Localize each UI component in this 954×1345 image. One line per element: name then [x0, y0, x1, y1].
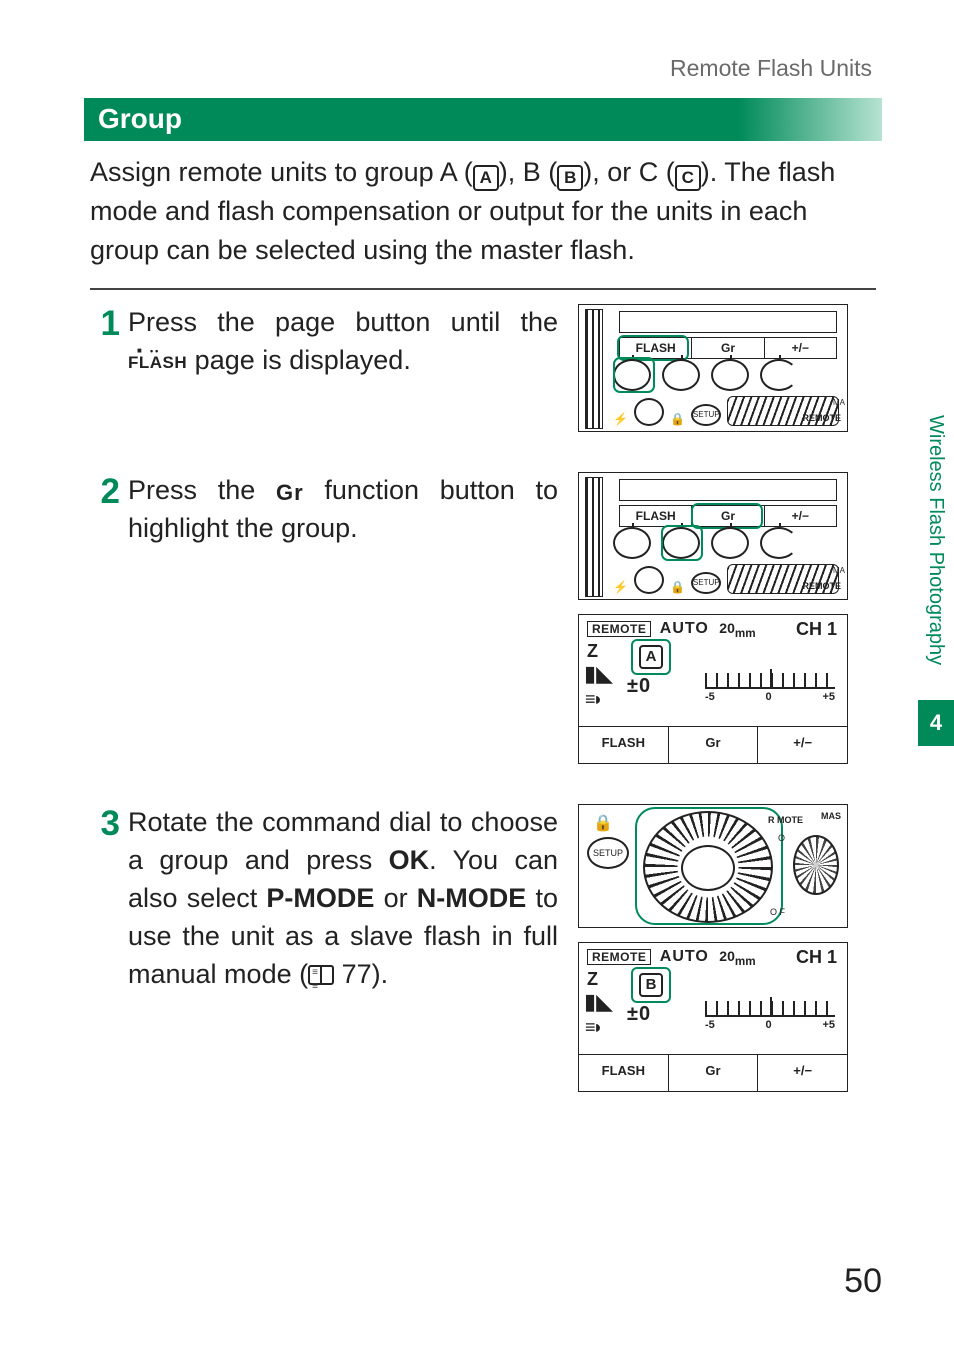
figure-buttons-1: FLASH Gr +/− ⚡ 🔒 — [578, 304, 848, 432]
lcd-channel: CH 1 — [796, 947, 837, 968]
step-number: 2 — [88, 472, 120, 509]
intro-text: Assign remote units to group A ( — [90, 157, 473, 187]
lcd-auto-label: AUTO — [660, 948, 709, 965]
pmode-label: P-MODE — [266, 883, 374, 913]
remote-label: REMOTE — [802, 581, 841, 591]
text: Press the page button until the — [128, 307, 558, 337]
figure-dial: 🔒 SETUP R MOTE MAS O O F — [578, 804, 848, 928]
text: or — [374, 883, 416, 913]
figure-lcd-a: REMOTE AUTO 20mm CH 1 Z ▮◣ ≡◗ A ±0 -50+5 — [578, 614, 848, 764]
signal-icon: ≡◗ — [585, 689, 600, 710]
off-label: O F — [770, 907, 785, 917]
lcd-remote-label: REMOTE — [587, 621, 651, 637]
lcd-z-label: Z — [587, 969, 598, 990]
setup-icon: SETUP — [587, 837, 629, 869]
bolt-icon: ▮◣ — [584, 989, 613, 1015]
intro-paragraph: Assign remote units to group A (A), B (B… — [90, 153, 876, 270]
chapter-number: 4 — [918, 700, 954, 746]
text: page is displayed. — [187, 345, 411, 375]
breadcrumb: Remote Flash Units — [84, 55, 882, 82]
lock-icon: 🔒 — [593, 813, 613, 833]
remote-label: REMOTE — [802, 413, 841, 423]
lcd-tab-gr: Gr — [669, 1055, 759, 1091]
bolt-icon: ⚡ — [613, 580, 628, 594]
page-number: 50 — [844, 1262, 882, 1301]
step-text: Rotate the command dial to choose a grou… — [128, 804, 558, 993]
group-a-icon: A — [473, 165, 499, 191]
lcd-tab-flash: FLASH — [579, 1055, 669, 1091]
ok-label: OK — [389, 845, 430, 875]
gr-icon: Gr — [276, 478, 304, 509]
bolt-icon: ▮◣ — [584, 661, 613, 687]
signal-icon: ≡◗ — [585, 1017, 600, 1038]
tab-ev: +/− — [765, 506, 836, 526]
lcd-auto-label: AUTO — [660, 620, 709, 637]
master-label: MAS — [821, 811, 841, 821]
flash-icon: FLASH — [128, 351, 187, 375]
lcd-zoom-label: 20mm — [719, 948, 755, 964]
text: Press the — [128, 475, 276, 505]
intro-text: ), B ( — [499, 157, 558, 187]
ma-label: MA — [833, 566, 845, 575]
figure-lcd-b: REMOTE AUTO 20mm CH 1 Z ▮◣ ≡◗ B ±0 -50+5 — [578, 942, 848, 1092]
ma-label: MA — [833, 398, 845, 407]
power-switch-icon — [793, 835, 839, 895]
bolt-icon: ⚡ — [613, 412, 628, 426]
lcd-channel: CH 1 — [796, 619, 837, 640]
side-label: Wireless Flash Photography — [918, 380, 954, 700]
setup-icon: SETUP — [691, 572, 721, 594]
lcd-scale: -50+5 — [705, 673, 835, 707]
step-2: 2 Press the Gr function button to highli… — [88, 472, 878, 778]
page-ref-icon — [308, 965, 334, 985]
step-text: Press the page button until the FLASH pa… — [128, 304, 558, 380]
section-heading: Group — [84, 98, 882, 141]
step-3: 3 Rotate the command dial to choose a gr… — [88, 804, 878, 1106]
setup-icon: SETUP — [691, 404, 721, 426]
side-tab: Wireless Flash Photography 4 — [918, 380, 954, 746]
step-number: 1 — [88, 304, 120, 341]
on-label: O — [778, 833, 785, 843]
group-b-icon: B — [557, 165, 583, 191]
tab-ev: +/− — [765, 338, 836, 358]
lcd-tab-ev: +/− — [758, 1055, 847, 1091]
tab-gr: Gr — [692, 338, 764, 358]
lcd-zoom-label: 20mm — [719, 620, 755, 636]
lcd-scale: -50+5 — [705, 1001, 835, 1035]
group-c-icon: C — [675, 165, 701, 191]
step-text: Press the Gr function button to highligh… — [128, 472, 558, 548]
intro-text: ), or C ( — [583, 157, 675, 187]
nmode-label: N-MODE — [417, 883, 527, 913]
lcd-tab-ev: +/− — [758, 727, 847, 763]
divider — [90, 288, 876, 290]
step-1: 1 Press the page button until the FLASH … — [88, 304, 878, 446]
lock-icon: 🔒 — [670, 580, 685, 594]
remote-label: R MOTE — [768, 815, 803, 825]
lcd-tab-flash: FLASH — [579, 727, 669, 763]
text: 77). — [334, 959, 388, 989]
lcd-ev-value: ±0 — [627, 675, 651, 698]
figure-buttons-2: FLASH Gr +/− ⚡ 🔒 — [578, 472, 848, 600]
lock-icon: 🔒 — [670, 412, 685, 426]
lcd-z-label: Z — [587, 641, 598, 662]
lcd-tab-gr: Gr — [669, 727, 759, 763]
step-number: 3 — [88, 804, 120, 841]
lcd-ev-value: ±0 — [627, 1003, 651, 1026]
lcd-remote-label: REMOTE — [587, 949, 651, 965]
